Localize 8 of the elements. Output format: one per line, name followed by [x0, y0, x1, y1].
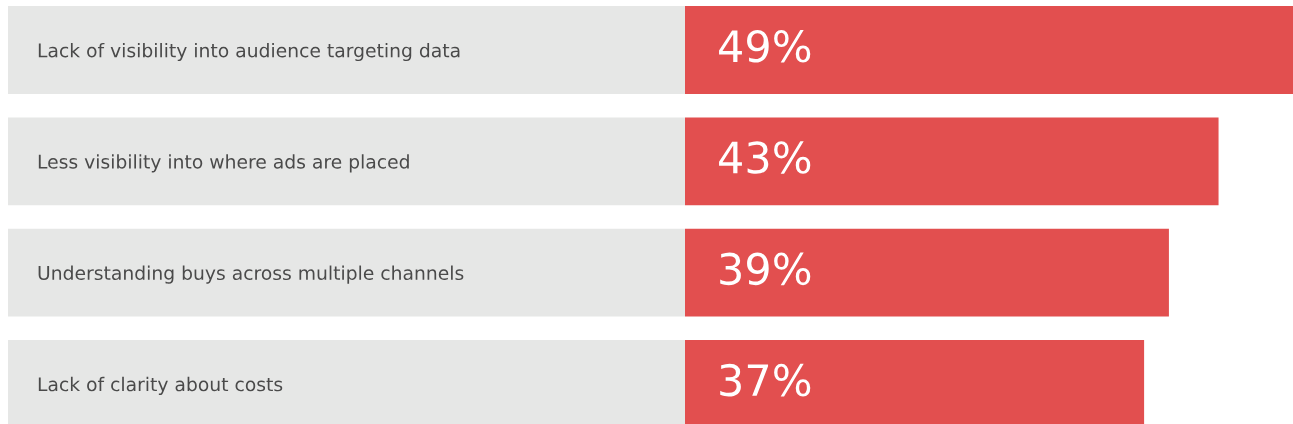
data-label: 37% [720, 363, 811, 397]
y-tick-label: Lack of visibility into audience targeting data [38, 42, 460, 62]
y-tick-label: Lack of clarity about costs [38, 376, 283, 395]
y-tick-label: Less visibility into where ads are placed [38, 154, 409, 173]
data-label: 39% [720, 252, 811, 286]
data-label: 43% [719, 141, 811, 174]
y-tick-label: Understanding buys across multiple channels [38, 265, 464, 284]
data-label: 49% [719, 30, 811, 63]
